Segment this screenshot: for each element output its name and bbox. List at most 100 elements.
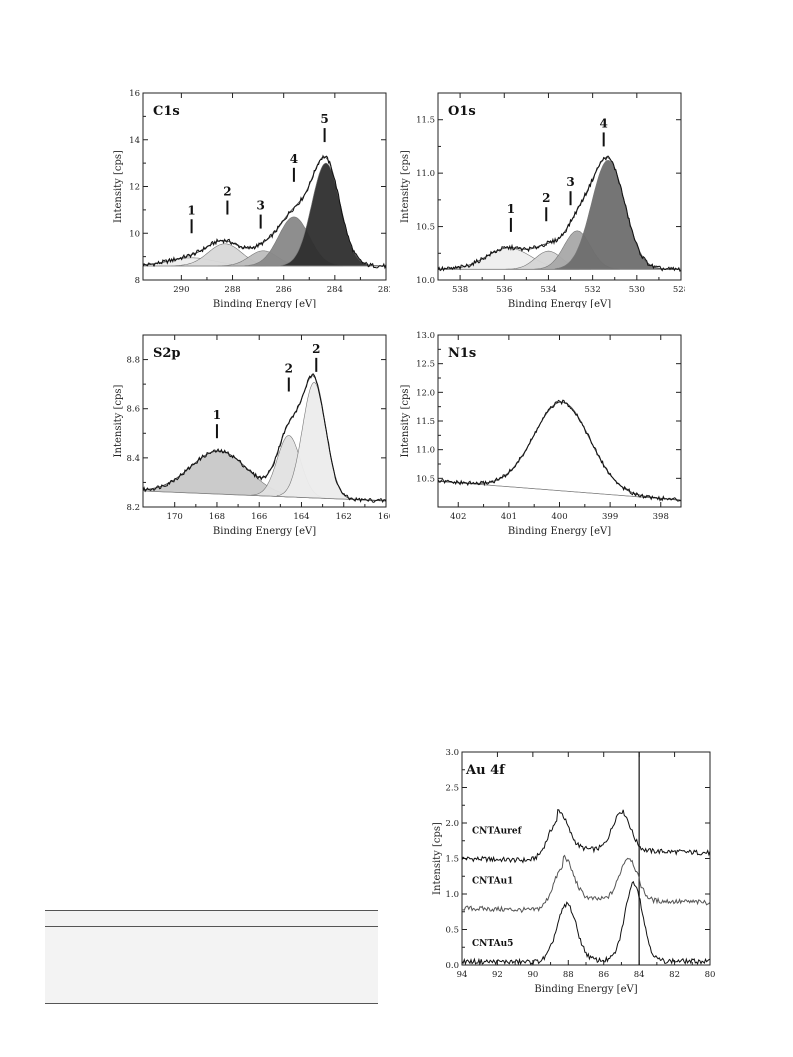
y-tick-label: 10 [129,229,140,239]
x-axis-label: Binding Energy [eV] [213,299,316,308]
y-axis-label: Intensity [cps] [113,150,124,223]
x-tick-label: 536 [496,285,512,295]
x-tick-label: 92 [492,970,503,980]
y-tick-label: 11.0 [416,169,435,179]
fit-envelope [438,156,681,270]
x-tick-label: 94 [457,970,468,980]
x-tick-label: 402 [450,512,466,522]
y-tick-label: 3.0 [445,748,459,758]
series-label: CNTAuref [472,827,523,837]
y-tick-label: 0.0 [445,961,459,971]
x-axis-label: Binding Energy [eV] [508,299,611,308]
table-fragment [45,910,378,1004]
x-tick-label: 80 [705,970,716,980]
o1s-chart: 538 536 534 532 530 528 10.0 10.5 11.0 11.5 Bindin… [400,92,685,308]
table-header-rule [45,926,378,927]
panel-label: O1s [448,104,476,119]
table-bottom-rule [45,1003,378,1004]
x-tick-label: 399 [602,512,618,522]
x-tick-label: 86 [598,970,609,980]
x-tick-label: 401 [501,512,517,522]
y-tick-label: 11.5 [416,417,435,427]
x-tick-label: 534 [540,285,556,295]
y-tick-label: 8.8 [126,356,140,366]
peak-marker-label: 2 [542,191,550,205]
x-tick-label: 84 [634,970,645,980]
n1s-chart: 402 401 400 399 398 10.5 11.0 11.5 12.0 12.5 13.0 B… [400,331,682,537]
x-tick-label: 530 [629,285,645,295]
y-tick-label: 1.0 [445,890,459,900]
y-tick-label: 12 [129,183,140,193]
panel-label: N1s [448,346,476,361]
y-tick-label: 10.0 [416,276,435,286]
x-tick-label: 168 [209,512,225,522]
plot-frame [461,751,711,966]
y-tick-label: 2.0 [445,819,459,829]
x-tick-label: 164 [293,512,309,522]
y-tick-label: 0.5 [445,926,459,936]
y-tick-label: 2.5 [445,784,459,794]
background-line [142,490,387,502]
x-tick-label: 166 [251,512,267,522]
y-tick-label: 8.6 [126,405,140,415]
x-tick-label: 528 [673,285,685,295]
x-tick-label: 88 [563,970,574,980]
x-tick-label: 284 [327,285,343,295]
measured-spectrum [437,155,682,272]
peak-marker-label: 5 [320,112,328,126]
y-tick-label: 12.5 [416,360,435,370]
y-tick-label: 13.0 [416,331,435,341]
x-tick-label: 538 [452,285,468,295]
x-axis-label: Binding Energy [eV] [508,526,611,537]
series-label: CNTAu5 [472,939,513,949]
peak-marker-label: 1 [507,202,515,216]
y-tick-label: 8.4 [126,454,140,464]
peak-marker-label: 2 [312,342,320,356]
x-tick-label: 82 [669,970,680,980]
spectrum-cntau1 [461,854,711,914]
y-tick-label: 1.5 [445,855,459,865]
x-tick-label: 282 [378,285,390,295]
fit-envelope [437,401,682,501]
y-tick-label: 12.0 [416,388,435,398]
peak-marker-label: 2 [223,185,231,199]
x-tick-label: 90 [527,970,538,980]
y-tick-label: 10.5 [416,474,435,484]
measured-spectrum [142,373,387,504]
panel-label: S2p [153,346,181,361]
peak-marker-label: 4 [290,152,298,166]
y-tick-label: 16 [129,89,140,99]
x-tick-label: 162 [336,512,352,522]
x-tick-label: 160 [378,512,390,522]
peak-marker-label: 4 [600,116,608,130]
spectrum-cntau5 [461,880,711,966]
series-label: CNTAu1 [472,876,513,886]
y-tick-label: 14 [129,136,140,146]
y-tick-label: 8 [135,276,140,286]
x-tick-label: 286 [276,285,292,295]
peak-component-1 [472,401,652,499]
table-top-rule [45,910,378,911]
y-axis-label: Intensity [cps] [432,822,443,895]
plot-frame [437,92,682,281]
y-tick-label: 11.5 [416,116,435,126]
au4f-chart: 94 92 90 88 86 84 82 80 0.0 0.5 1.0 1.5 2.0 2.5 3.0 Bin… [432,748,716,995]
peak-marker-label: 2 [285,362,293,376]
y-tick-label: 11.0 [416,446,435,456]
x-tick-label: 290 [173,285,189,295]
x-axis-label: Binding Energy [eV] [213,526,316,537]
x-tick-label: 398 [653,512,669,522]
panel-label: C1s [153,104,180,119]
y-axis-label: Intensity [cps] [400,150,411,223]
c1s-chart: 290 288 286 284 282 8 10 12 14 16 Binding Energy [… [113,89,390,308]
panel-label: Au 4f [465,763,506,778]
peak-marker-label: 1 [213,408,221,422]
y-axis-label: Intensity [cps] [400,384,411,457]
measured-spectrum [437,399,682,502]
x-tick-label: 288 [224,285,240,295]
s2p-chart: 170 168 166 164 162 160 8.2 8.4 8.6 8.8 Binding En… [113,334,390,537]
x-tick-label: 400 [551,512,567,522]
peak-marker-label: 3 [566,175,574,189]
x-tick-label: 532 [585,285,601,295]
x-axis-label: Binding Energy [eV] [534,984,637,995]
